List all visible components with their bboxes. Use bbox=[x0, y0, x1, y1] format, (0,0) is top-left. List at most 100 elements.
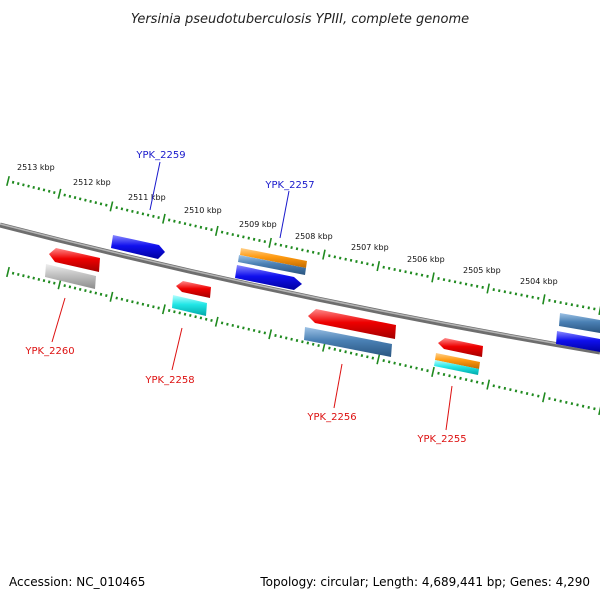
minor-tick bbox=[306, 341, 310, 345]
minor-tick bbox=[301, 340, 304, 344]
minor-tick bbox=[274, 333, 277, 338]
minor-tick bbox=[279, 243, 283, 247]
gene-ypk-2260[interactable]: YPK_2260 bbox=[24, 248, 100, 357]
minor-tick bbox=[349, 351, 353, 355]
minor-tick bbox=[311, 342, 315, 346]
scale-label: 2511 kbp bbox=[128, 193, 166, 202]
minor-tick bbox=[587, 405, 590, 409]
genome-backbone bbox=[0, 222, 600, 355]
gene-label[interactable]: YPK_2256 bbox=[306, 412, 356, 423]
minor-tick bbox=[37, 187, 41, 191]
minor-tick bbox=[120, 297, 124, 301]
gene-arrow[interactable] bbox=[308, 309, 396, 339]
minor-tick bbox=[481, 285, 484, 289]
minor-tick bbox=[437, 276, 440, 281]
gene-label[interactable]: YPK_2257 bbox=[264, 180, 314, 191]
major-tick bbox=[57, 279, 62, 290]
scale-label: 2512 kbp bbox=[73, 178, 111, 187]
minor-tick bbox=[453, 280, 457, 284]
minor-tick bbox=[387, 360, 391, 364]
gene-arrow[interactable] bbox=[556, 331, 600, 352]
major-tick bbox=[6, 266, 10, 278]
gene-label[interactable]: YPK_2255 bbox=[416, 434, 466, 445]
major-tick bbox=[109, 291, 114, 302]
minor-tick bbox=[285, 244, 288, 248]
gene-label[interactable]: YPK_2260 bbox=[24, 346, 74, 357]
minor-tick bbox=[492, 384, 495, 388]
minor-tick bbox=[503, 290, 507, 294]
minor-tick bbox=[125, 299, 129, 303]
minor-tick bbox=[146, 213, 150, 217]
minor-tick bbox=[47, 280, 51, 284]
gene-arrow[interactable] bbox=[438, 338, 483, 357]
major-tick bbox=[486, 283, 490, 294]
gene-product-bar bbox=[434, 360, 479, 375]
minor-tick bbox=[32, 185, 35, 189]
minor-tick bbox=[306, 249, 309, 253]
major-tick bbox=[431, 272, 435, 283]
major-tick bbox=[542, 294, 546, 305]
minor-tick bbox=[366, 262, 369, 266]
major-tick bbox=[109, 201, 114, 212]
minor-tick bbox=[183, 222, 187, 226]
minor-tick bbox=[189, 313, 192, 317]
minor-tick bbox=[333, 347, 337, 351]
minor-tick bbox=[290, 337, 293, 341]
major-tick bbox=[431, 366, 435, 377]
gene-ypk-2255[interactable]: YPK_2255 bbox=[416, 338, 483, 445]
minor-tick bbox=[136, 301, 139, 305]
minor-tick bbox=[415, 366, 418, 370]
gene-arrow[interactable] bbox=[111, 235, 165, 259]
minor-tick bbox=[475, 284, 479, 288]
minor-tick bbox=[68, 194, 72, 198]
minor-tick bbox=[94, 201, 98, 205]
major-tick bbox=[598, 305, 600, 316]
minor-tick bbox=[226, 322, 229, 326]
minor-tick bbox=[210, 228, 213, 232]
gene-arrow[interactable] bbox=[235, 265, 302, 290]
gene-partial-right[interactable] bbox=[556, 313, 600, 352]
minor-tick bbox=[78, 197, 82, 201]
minor-tick bbox=[344, 257, 347, 261]
scale-label: 2510 kbp bbox=[184, 206, 222, 215]
gene-label[interactable]: YPK_2258 bbox=[144, 375, 194, 386]
minor-tick bbox=[63, 193, 66, 197]
gene-ypk-2258[interactable]: YPK_2258 bbox=[144, 281, 211, 386]
minor-tick bbox=[263, 240, 267, 244]
minor-tick bbox=[328, 254, 331, 258]
minor-tick bbox=[581, 404, 585, 408]
minor-tick bbox=[68, 285, 72, 289]
minor-tick bbox=[355, 352, 358, 356]
minor-tick bbox=[194, 224, 197, 228]
minor-tick bbox=[360, 354, 364, 358]
major-tick bbox=[6, 176, 10, 186]
minor-tick bbox=[366, 355, 369, 359]
minor-tick bbox=[146, 303, 150, 308]
minor-tick bbox=[593, 407, 596, 411]
gene-ypk-2257[interactable]: YPK_2257 bbox=[235, 180, 315, 290]
minor-tick bbox=[115, 296, 118, 300]
gene-arrow[interactable] bbox=[49, 248, 100, 272]
gene-label[interactable]: YPK_2259 bbox=[135, 150, 185, 161]
minor-tick bbox=[448, 279, 451, 283]
scale-ticks-inner bbox=[6, 266, 600, 416]
minor-tick bbox=[525, 294, 529, 298]
minor-tick bbox=[204, 226, 208, 231]
minor-tick bbox=[37, 277, 41, 281]
minor-tick bbox=[548, 298, 551, 302]
minor-tick bbox=[247, 236, 250, 240]
gene-ypk-2259[interactable]: YPK_2259 bbox=[111, 150, 186, 259]
minor-tick bbox=[371, 263, 375, 267]
minor-tick bbox=[63, 284, 66, 288]
minor-tick bbox=[242, 326, 245, 330]
minor-tick bbox=[420, 273, 424, 277]
gene-ypk-2256[interactable]: YPK_2256 bbox=[304, 309, 396, 423]
minor-tick bbox=[178, 311, 181, 315]
minor-tick bbox=[498, 289, 501, 293]
minor-tick bbox=[220, 321, 224, 325]
minor-tick bbox=[570, 303, 574, 307]
gene-arrow[interactable] bbox=[176, 281, 211, 298]
gene-leader-line bbox=[279, 190, 290, 239]
minor-tick bbox=[27, 184, 30, 188]
